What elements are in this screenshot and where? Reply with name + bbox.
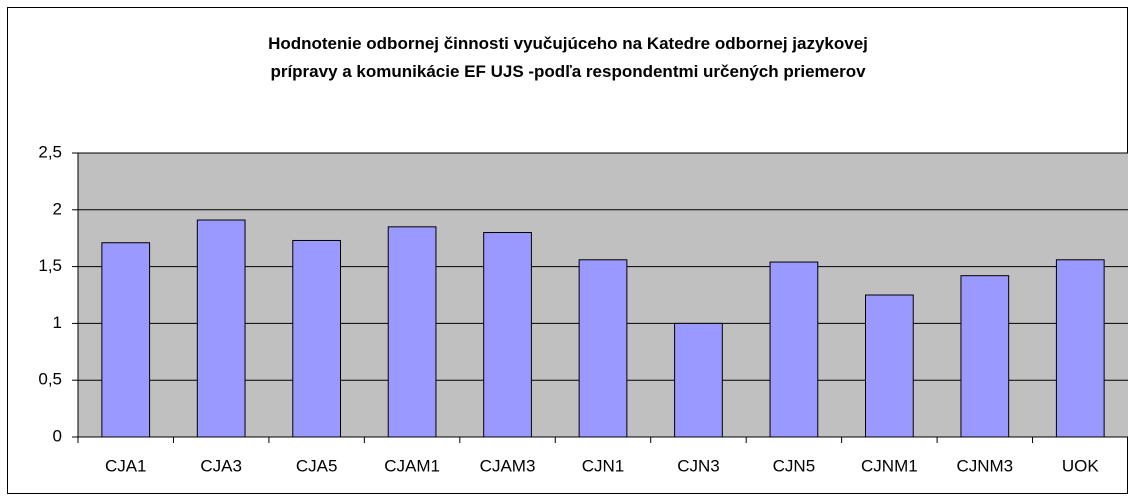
bar xyxy=(1055,259,1105,438)
bar xyxy=(292,239,342,438)
bar xyxy=(865,294,914,438)
x-tick-label: CJA3 xyxy=(200,456,242,475)
y-tick-label: 1 xyxy=(53,313,62,332)
x-tick-label: CJN5 xyxy=(773,456,816,475)
x-tick-label: CJNM3 xyxy=(956,456,1013,475)
x-tick-label: CJA1 xyxy=(105,456,147,475)
y-tick-label: 0,5 xyxy=(38,370,62,389)
bar xyxy=(769,261,819,438)
x-tick-label: CJN3 xyxy=(677,456,720,475)
chart-title: Hodnotenie odbornej činnosti vyučujúceho… xyxy=(268,34,868,81)
y-tick-label: 2 xyxy=(53,199,62,218)
x-tick-label: CJAM1 xyxy=(384,456,440,475)
x-tick-label: CJNM1 xyxy=(861,456,918,475)
y-tick-label: 0 xyxy=(53,426,62,445)
bar xyxy=(960,275,1010,438)
x-tick-label: CJN1 xyxy=(582,456,625,475)
x-tick-label: CJA5 xyxy=(296,456,338,475)
x-tick-label: UOK xyxy=(1062,456,1100,475)
bar xyxy=(674,322,723,438)
bar xyxy=(483,232,532,438)
y-tick-label: 1,5 xyxy=(38,256,62,275)
y-tick-label: 2,5 xyxy=(38,142,62,161)
bar xyxy=(101,242,151,438)
x-tick-label: CJAM3 xyxy=(480,456,536,475)
bar xyxy=(387,226,437,438)
bar xyxy=(578,259,628,438)
bar xyxy=(196,219,246,438)
